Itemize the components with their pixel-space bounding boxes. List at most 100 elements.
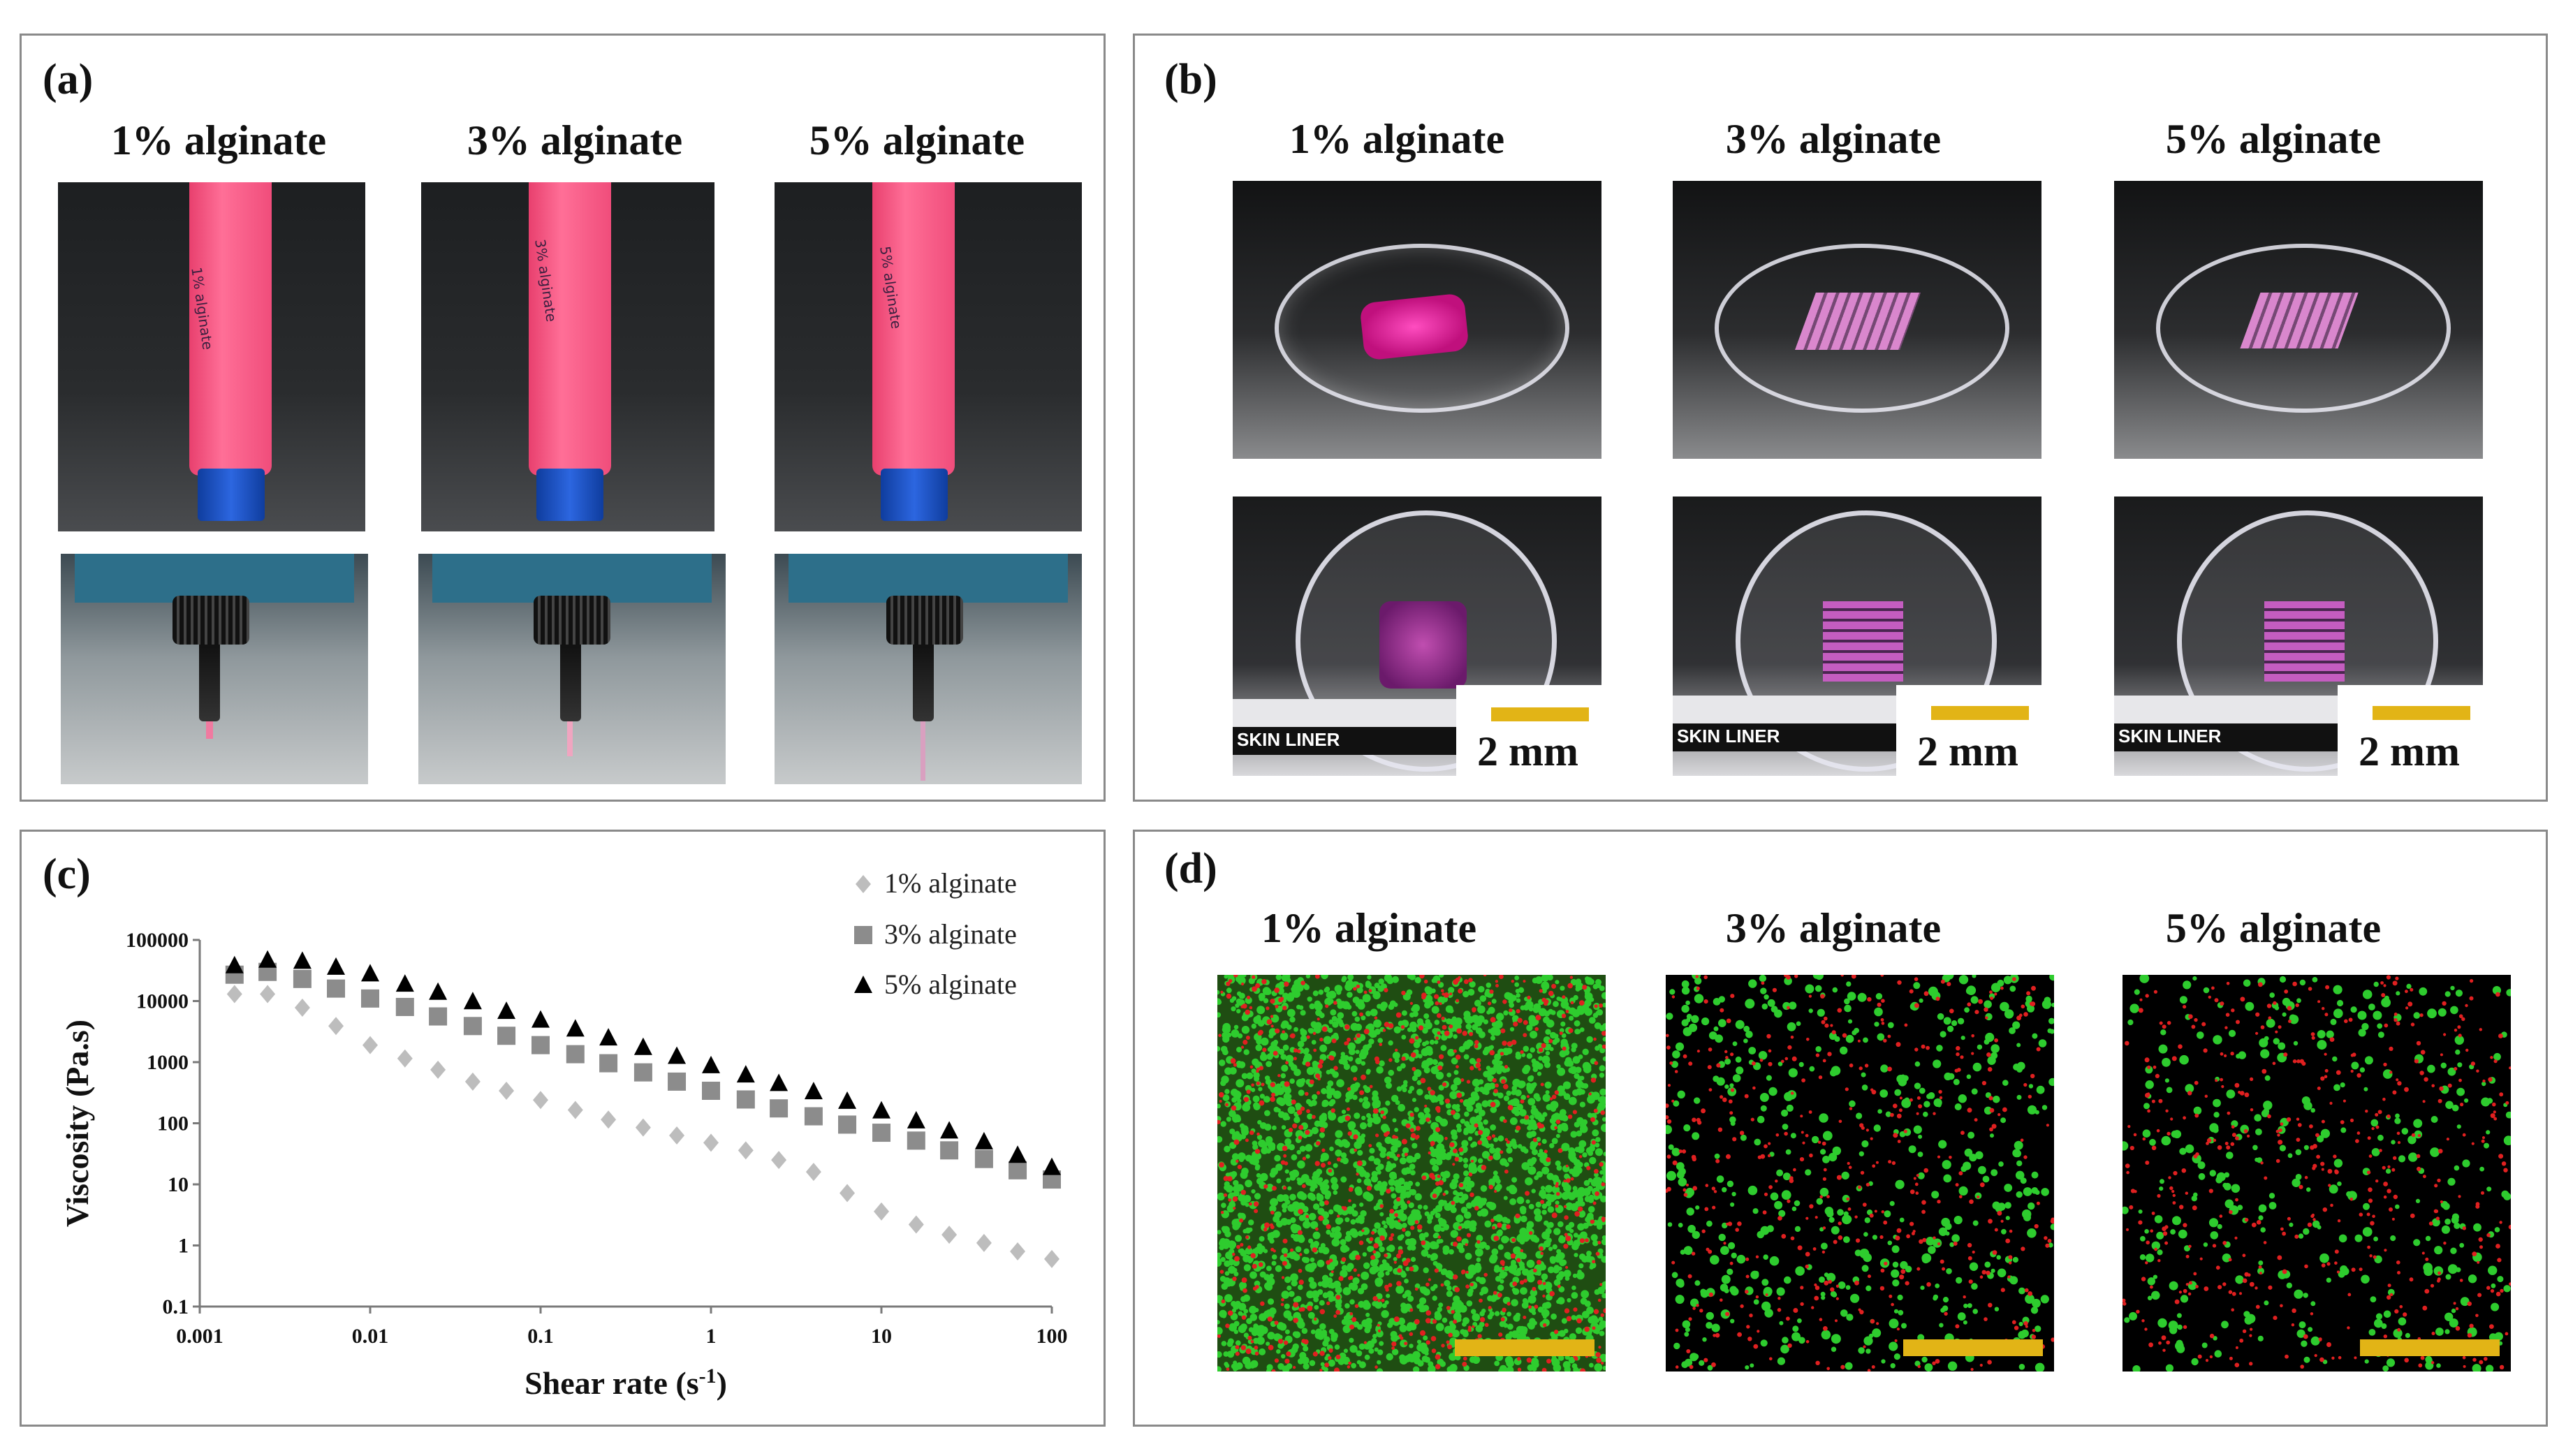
- live-cell: [1444, 1279, 1451, 1287]
- dead-cell: [1666, 1119, 1672, 1124]
- dead-cell: [1708, 1047, 1713, 1052]
- live-cell: [1730, 1202, 1735, 1207]
- live-cell: [1731, 1252, 1737, 1259]
- dead-cell: [1316, 1141, 1321, 1146]
- live-cell: [2362, 1227, 2373, 1237]
- dead-cell: [2410, 1213, 2415, 1219]
- dead-cell: [1675, 1365, 1679, 1369]
- live-cell: [1399, 1354, 1406, 1361]
- dead-cell: [1791, 1056, 1797, 1061]
- live-cell: [1346, 1266, 1352, 1272]
- live-cell: [1375, 1166, 1381, 1172]
- live-cell: [2415, 1198, 2421, 1203]
- live-cell: [1938, 1227, 1948, 1236]
- live-cell: [1292, 1331, 1298, 1337]
- dead-cell: [2145, 1261, 2148, 1265]
- dead-cell: [2020, 1138, 2024, 1142]
- live-cell: [1270, 1198, 1278, 1207]
- dead-cell: [1940, 979, 1945, 984]
- dead-cell: [1958, 1171, 1963, 1176]
- live-cell: [1310, 1329, 1316, 1334]
- live-cell: [1495, 1178, 1501, 1184]
- live-cell: [1372, 1094, 1379, 1103]
- live-cell: [2312, 977, 2318, 983]
- live-cell: [1784, 1276, 1791, 1284]
- dead-cell: [1303, 1339, 1309, 1345]
- live-cell: [1479, 1244, 1486, 1249]
- live-cell: [1423, 1066, 1430, 1074]
- dead-cell: [1423, 979, 1428, 984]
- live-cell: [2456, 1087, 2465, 1096]
- dead-cell: [1546, 1157, 1551, 1163]
- panel-a: (a) 1% alginate 3% alginate 5% alginate …: [20, 34, 1106, 802]
- live-cell: [1901, 1323, 1907, 1329]
- live-cell: [1574, 1147, 1581, 1152]
- live-cell: [1890, 1363, 1896, 1369]
- live-cell: [1724, 1084, 1729, 1089]
- dead-cell: [1564, 1308, 1570, 1314]
- dead-cell: [1814, 1216, 1818, 1219]
- dead-cell: [2023, 1082, 2028, 1087]
- dead-cell: [1967, 1256, 1972, 1260]
- dead-cell: [1263, 1227, 1268, 1232]
- live-cell: [1447, 1272, 1455, 1280]
- dead-cell: [1574, 1211, 1581, 1217]
- dead-cell: [1338, 1276, 1344, 1281]
- dead-cell: [2034, 1223, 2039, 1229]
- dead-cell: [1730, 994, 1735, 999]
- dead-cell: [1517, 1367, 1522, 1372]
- dead-cell: [1331, 1038, 1337, 1043]
- dead-cell: [1418, 1025, 1424, 1031]
- dead-cell: [2389, 1071, 2393, 1074]
- live-cell: [1319, 1054, 1327, 1061]
- data-point: [226, 985, 242, 1003]
- live-cell: [1440, 1030, 1445, 1035]
- live-cell: [1341, 1265, 1348, 1272]
- dead-cell: [1354, 1148, 1357, 1152]
- live-cell: [1372, 1334, 1377, 1339]
- live-cell: [1523, 1064, 1531, 1072]
- dead-cell: [1268, 1344, 1274, 1351]
- live-cell: [2127, 1019, 2134, 1026]
- live-cell: [1516, 998, 1521, 1003]
- live-cell: [1919, 1087, 1926, 1094]
- live-cell: [1726, 1180, 1734, 1187]
- live-cell: [1341, 1110, 1347, 1115]
- dead-cell: [2228, 1258, 2232, 1262]
- dead-cell: [1942, 1267, 1946, 1271]
- syringe-cap: [198, 469, 265, 521]
- dead-cell: [1863, 1345, 1866, 1348]
- live-cell: [1831, 1226, 1840, 1235]
- dead-cell: [1753, 1344, 1759, 1349]
- dead-cell: [1337, 1214, 1340, 1218]
- live-cell: [1296, 1078, 1305, 1087]
- dead-cell: [1899, 1096, 1902, 1100]
- live-cell: [1365, 1318, 1372, 1325]
- scale-bar: [2373, 706, 2470, 720]
- dead-cell: [1314, 1317, 1317, 1321]
- dead-cell: [1987, 1360, 1992, 1365]
- dead-cell: [1266, 1019, 1273, 1025]
- viscosity-chart: 0.001 0.01 0.1 1 10 1001000001000010001001010…: [59, 867, 1068, 1401]
- live-cell: [1863, 1232, 1868, 1237]
- x-tick-label: 10: [871, 1325, 892, 1348]
- live-cell: [1372, 1100, 1380, 1108]
- live-cell: [1321, 1122, 1328, 1129]
- dead-cell: [2258, 1265, 2262, 1269]
- live-cell: [2398, 1317, 2407, 1326]
- live-cell: [2450, 985, 2455, 991]
- live-cell: [1283, 1310, 1292, 1318]
- live-cell: [1463, 1170, 1469, 1177]
- live-cell: [1831, 1066, 1841, 1075]
- dead-cell: [1247, 995, 1251, 999]
- live-cell: [1547, 1206, 1555, 1213]
- live-cell: [1514, 1089, 1522, 1096]
- live-cell: [1224, 1271, 1230, 1276]
- live-cell: [1460, 1119, 1465, 1124]
- dead-cell: [1319, 1059, 1324, 1064]
- dead-cell: [1230, 1058, 1236, 1064]
- live-cell: [1303, 1248, 1310, 1254]
- dead-cell: [1421, 1240, 1426, 1246]
- dead-cell: [1396, 1281, 1402, 1286]
- live-cell: [1873, 1124, 1881, 1132]
